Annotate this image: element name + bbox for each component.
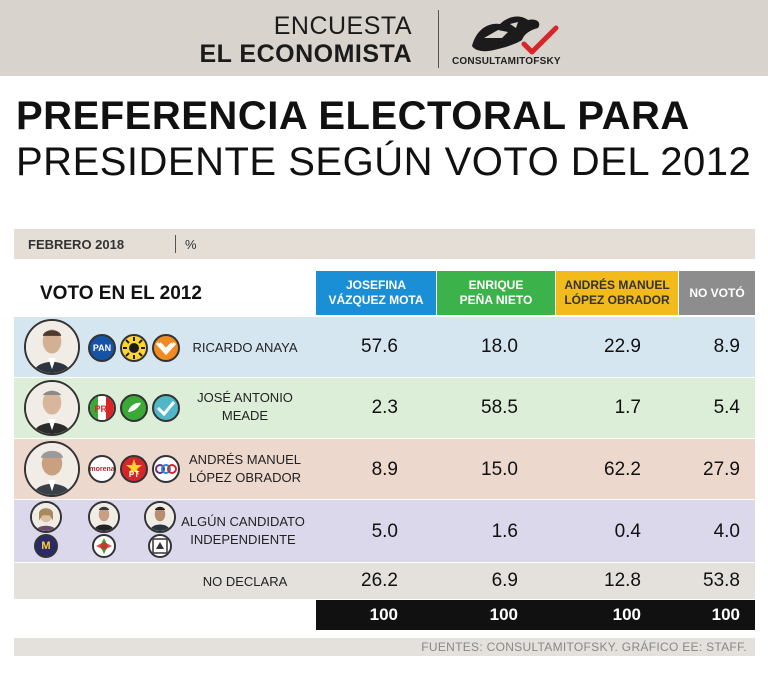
candidate-photo-anaya [24,319,80,375]
candidate-name-line: MEADE [221,408,269,423]
date-bar: FEBRERO 2018 % [14,229,755,259]
column-header-line: VÁZQUEZ MOTA [328,293,424,307]
unit-label: % [185,237,197,252]
candidate-name-line: RICARDO ANAYA [192,340,298,355]
value-meade-jvm: 2.3 [371,397,398,418]
value-anaya-amlo: 22.9 [604,336,641,357]
value-meade-epn: 58.5 [481,397,518,418]
total-amlo: 100 [612,605,641,624]
value-amlo-epn: 15.0 [481,459,518,480]
candidate-photo-independiente-2 [88,501,120,533]
row-header-label: VOTO EN EL 2012 [40,283,202,304]
value-anaya-jvm: 57.6 [361,336,398,357]
independiente-logo-2-icon [92,534,116,558]
pri-logo-icon: PRI [88,394,116,422]
candidate-name-line: INDEPENDIENTE [190,532,296,547]
header-line1: ENCUESTA [273,12,412,40]
svg-text:PT: PT [129,470,139,479]
value-meade-nv: 5.4 [713,397,740,418]
source-footer: FUENTES: CONSULTAMITOFSKY. GRÁFICO EE: S… [14,638,755,656]
independiente-badge-icon: M [34,534,58,558]
header-publication: ENCUESTA EL ECONOMISTA [199,12,412,68]
totals-row [316,600,755,630]
column-header-line: LÓPEZ OBRADOR [564,293,670,307]
source-text: FUENTES: CONSULTAMITOFSKY. GRÁFICO EE: S… [421,640,747,654]
column-header-epn: ENRIQUE PEÑA NIETO [437,271,555,315]
column-header-line: PEÑA NIETO [459,293,533,307]
na-logo-icon [152,394,180,422]
column-header-amlo: ANDRÉS MANUEL LÓPEZ OBRADOR [556,271,678,315]
value-amlo-nv: 27.9 [703,459,740,480]
value-indep-epn: 1.6 [491,521,518,542]
table-row-independiente [14,500,755,562]
candidate-name-line: ALGÚN CANDIDATO [181,514,305,529]
candidate-name-line: ANDRÉS MANUEL [189,452,301,467]
candidate-name-line: LÓPEZ OBRADOR [189,470,301,485]
value-indep-jvm: 5.0 [371,521,398,542]
total-nv: 100 [711,605,740,624]
column-header-line: NO VOTÓ [689,285,745,300]
candidate-name-line: JOSÉ ANTONIO [197,390,293,405]
candidate-name-independiente: ALGÚN CANDIDATO INDEPENDIENTE [176,513,310,549]
candidate-name-anaya: RICARDO ANAYA [182,339,308,357]
candidate-name-no-declara: NO DECLARA [182,573,308,591]
svg-text:PRI: PRI [94,404,109,414]
candidate-name-line: NO DECLARA [202,574,288,589]
independiente-logo-3-icon [148,534,172,558]
candidate-photo-meade [24,380,80,436]
value-indep-nv: 4.0 [713,521,740,542]
header-band: ENCUESTA EL ECONOMISTA [0,0,768,76]
column-header-no-voto: NO VOTÓ [679,271,755,315]
value-indep-amlo: 0.4 [614,521,641,542]
survey-date: FEBRERO 2018 [28,237,125,252]
column-header-line: ENRIQUE [468,278,524,292]
consultamitofsky-logo-icon [472,16,559,55]
table-row-no-declara [14,563,755,599]
date-divider [175,235,176,253]
page-title-line2: PRESIDENTE SEGÚN VOTO DEL 2012 [16,140,752,184]
candidate-photo-independiente-3 [144,501,176,533]
candidate-photo-independiente-1 [30,501,62,533]
prd-logo-icon [120,334,148,362]
total-epn: 100 [489,605,518,624]
column-header-jvm: JOSEFINA VÁZQUEZ MOTA [316,271,436,315]
pt-logo-icon: PT [120,455,148,483]
header-line2: EL ECONOMISTA [199,40,412,68]
candidate-name-meade: JOSÉ ANTONIO MEADE [182,389,308,425]
value-amlo-amlo: 62.2 [604,459,641,480]
pvem-logo-icon [120,394,148,422]
page-title-line1: PREFERENCIA ELECTORAL PARA [16,94,690,138]
value-anaya-epn: 18.0 [481,336,518,357]
pes-logo-icon [152,455,180,483]
value-meade-amlo: 1.7 [614,397,641,418]
column-header-line: JOSEFINA [345,278,406,292]
value-anaya-nv: 8.9 [713,336,740,357]
logo-text: CONSULTAMITOFSKY [452,56,561,67]
value-nd-jvm: 26.2 [361,570,398,591]
total-jvm: 100 [369,605,398,624]
value-nd-epn: 6.9 [491,570,518,591]
pan-logo-icon: PAN [88,334,116,362]
value-amlo-jvm: 8.9 [371,459,398,480]
morena-logo-icon: morena [88,455,116,483]
candidate-name-amlo: ANDRÉS MANUEL LÓPEZ OBRADOR [182,451,308,487]
mc-logo-icon [152,334,180,362]
candidate-photo-amlo [24,441,80,497]
column-header-line: ANDRÉS MANUEL [564,278,670,292]
header-divider [438,10,439,68]
value-nd-nv: 53.8 [703,570,740,591]
value-nd-amlo: 12.8 [604,570,641,591]
